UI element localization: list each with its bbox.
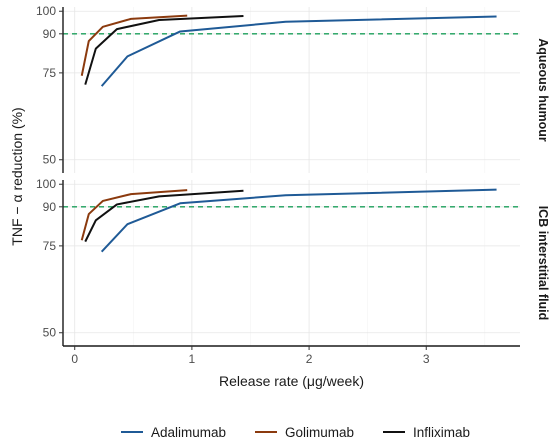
panel-aqueous-humour: 50 75 90 100 Aqueous humour	[36, 4, 550, 173]
y-tick-label: 90	[43, 27, 57, 41]
y-tick-label: 90	[43, 200, 57, 214]
legend-label-golimumab: Golimumab	[285, 425, 354, 440]
y-tick-label: 50	[43, 326, 57, 340]
y-tick-label: 100	[36, 4, 56, 18]
legend-label-adalimumab: Adalimumab	[151, 425, 226, 440]
series-line-infliximab	[84, 189, 244, 243]
y-axis-title: TNF − α reduction (%)	[9, 107, 25, 245]
y-tick-label: 100	[36, 177, 56, 191]
strip-background	[520, 7, 550, 173]
y-tick-label: 75	[43, 239, 57, 253]
series-line-infliximab	[84, 15, 244, 85]
legend-label-infliximab: Infliximab	[413, 425, 470, 440]
strip-label: ICB interstitial fluid	[536, 206, 550, 321]
y-tick-label: 75	[43, 66, 57, 80]
x-tick-label: 2	[306, 352, 313, 366]
x-tick-label: 1	[189, 352, 196, 366]
panel-background	[63, 7, 520, 173]
strip-label: Aqueous humour	[536, 38, 550, 142]
panel-icb-interstitial-fluid: 50 75 90 100 ICB interstitial fluid	[36, 177, 550, 346]
legend: Adalimumab Golimumab Infliximab	[121, 425, 470, 440]
series-line-adalimumab	[100, 15, 497, 87]
x-tick-label: 3	[423, 352, 430, 366]
strip-background	[520, 180, 550, 346]
series-line-adalimumab	[100, 188, 497, 253]
y-tick-label: 50	[43, 153, 57, 167]
x-axis-title: Release rate (μg/week)	[219, 373, 364, 389]
x-tick-label: 0	[71, 352, 78, 366]
series-line-golimumab	[80, 189, 188, 241]
series-line-golimumab	[80, 14, 188, 76]
panel-background	[63, 180, 520, 346]
